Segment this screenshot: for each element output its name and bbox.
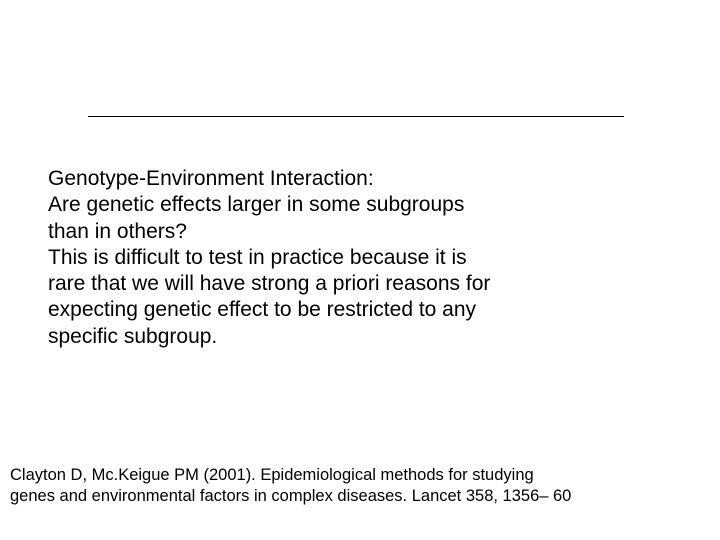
citation-line-1: Clayton D, Mc.Keigue PM (2001). Epidemio… xyxy=(10,465,710,486)
citation-line-2: genes and environmental factors in compl… xyxy=(10,486,710,507)
body-line-3: This is difficult to test in practice be… xyxy=(48,245,672,271)
body-line-4: rare that we will have strong a priori r… xyxy=(48,271,672,297)
body-line-2: than in others? xyxy=(48,219,672,245)
body-line-1: Are genetic effects larger in some subgr… xyxy=(48,192,672,218)
body-line-5: expecting genetic effect to be restricte… xyxy=(48,297,672,323)
main-text-block: Genotype-Environment Interaction: Are ge… xyxy=(48,166,672,350)
body-line-6: specific subgroup. xyxy=(48,324,672,350)
horizontal-divider xyxy=(88,116,624,117)
citation-block: Clayton D, Mc.Keigue PM (2001). Epidemio… xyxy=(10,465,710,508)
heading-line: Genotype-Environment Interaction: xyxy=(48,166,672,192)
